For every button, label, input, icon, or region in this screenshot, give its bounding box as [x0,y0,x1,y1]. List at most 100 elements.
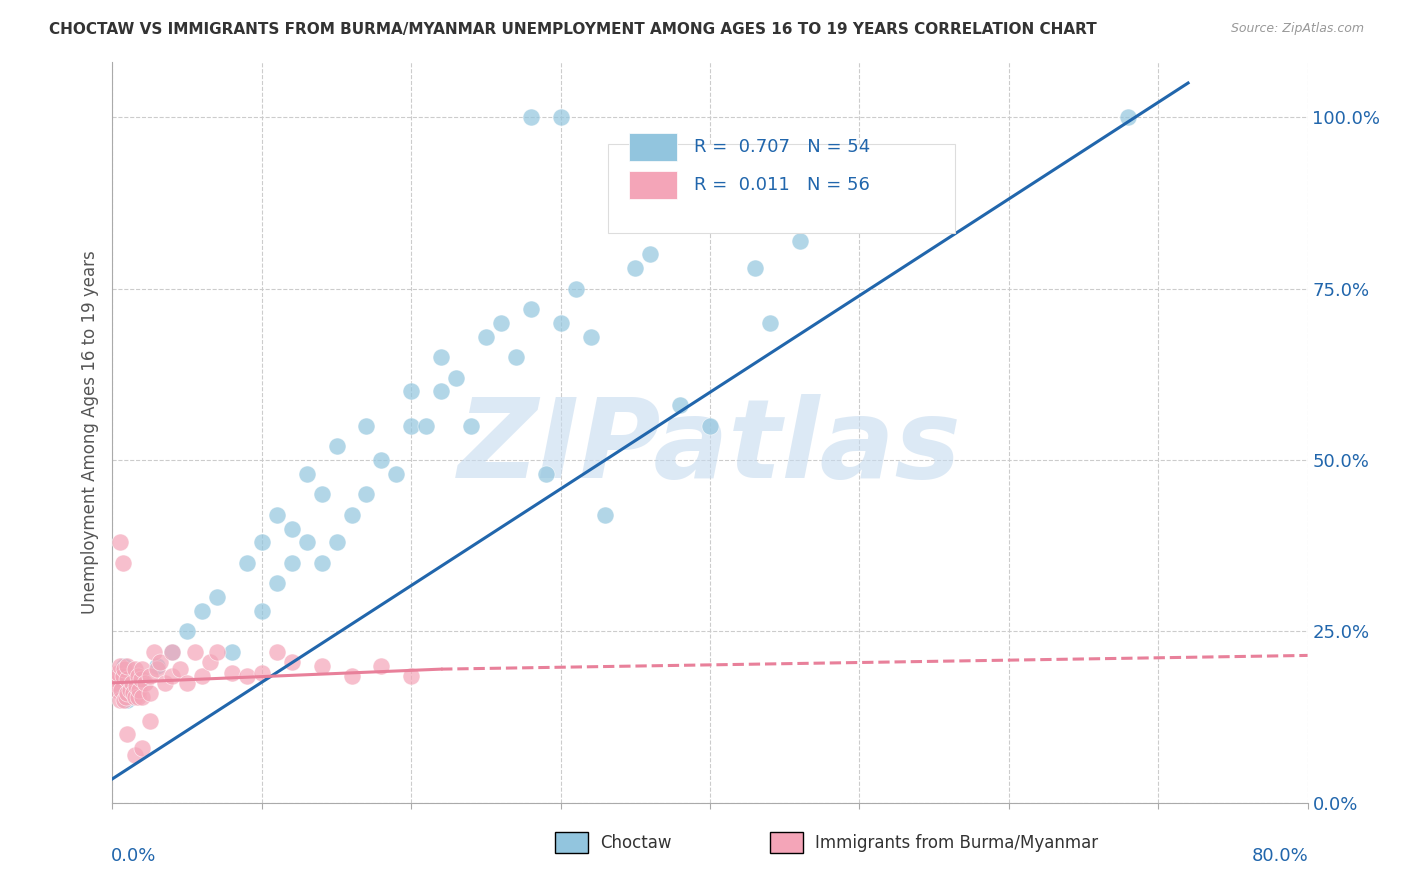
Point [325,439,347,453]
Point [131,673,153,687]
Point [370,658,392,673]
Point [146,658,169,673]
Point [295,467,318,481]
Point [191,604,214,618]
Point [401,418,423,433]
Point [131,662,153,676]
Point [221,645,243,659]
Point [110,682,132,697]
Point [430,350,453,364]
FancyBboxPatch shape [770,832,803,853]
Point [139,669,162,683]
Point [120,682,142,697]
Point [250,665,273,680]
Point [489,316,512,330]
Point [103,676,125,690]
Point [114,693,135,707]
Point [266,645,288,659]
Point [183,645,205,659]
Point [281,556,304,570]
Point [117,727,139,741]
Point [311,658,333,673]
Point [122,686,145,700]
Point [340,508,363,522]
Point [848,213,870,227]
FancyBboxPatch shape [628,171,676,200]
Point [699,418,721,433]
Point [236,556,259,570]
FancyBboxPatch shape [609,144,955,233]
Point [281,655,304,669]
Point [475,329,498,343]
Point [266,508,288,522]
Point [104,673,127,687]
Text: Source: ZipAtlas.com: Source: ZipAtlas.com [1230,22,1364,36]
Point [415,418,437,433]
Point [129,673,152,687]
Point [191,669,214,683]
Point [162,645,183,659]
Point [105,682,128,697]
Point [114,658,135,673]
Point [550,110,572,124]
Text: R =  0.011   N = 56: R = 0.011 N = 56 [695,177,870,194]
Point [143,645,166,659]
Text: Immigrants from Burma/Myanmar: Immigrants from Burma/Myanmar [815,834,1098,852]
Point [153,676,176,690]
Point [111,669,134,683]
Point [108,535,131,549]
Point [401,384,423,399]
Point [115,690,138,704]
FancyBboxPatch shape [554,832,588,853]
Point [221,665,243,680]
Point [250,535,273,549]
Point [579,329,602,343]
Point [162,645,183,659]
Point [139,714,162,728]
Point [325,535,347,549]
Point [624,261,647,276]
Point [121,676,143,690]
Point [198,655,221,669]
Point [131,741,153,756]
Point [520,110,543,124]
Point [108,658,131,673]
Point [520,302,543,317]
Point [744,261,766,276]
Point [117,686,139,700]
Point [640,247,662,261]
Point [176,624,198,639]
Point [124,747,146,762]
Point [139,686,162,700]
Point [311,556,333,570]
Point [117,693,139,707]
Point [117,673,139,687]
Point [401,669,423,683]
Point [295,535,318,549]
Point [117,658,139,673]
Point [124,662,146,676]
Point [176,676,198,690]
Text: Choctaw: Choctaw [600,834,672,852]
Point [146,662,169,676]
Point [281,522,304,536]
Point [1118,110,1140,124]
Text: 0.0%: 0.0% [111,847,156,865]
Point [759,316,782,330]
Point [534,467,557,481]
Point [205,645,228,659]
Point [149,655,172,669]
Point [128,682,150,697]
Text: R =  0.707   N = 54: R = 0.707 N = 54 [695,138,870,156]
Point [125,679,148,693]
Point [370,453,392,467]
Point [340,669,363,683]
Point [266,576,288,591]
Point [169,662,191,676]
Point [111,556,134,570]
Point [124,690,146,704]
Text: 80.0%: 80.0% [1251,847,1309,865]
Point [205,590,228,604]
Point [818,193,841,207]
Point [236,669,259,683]
